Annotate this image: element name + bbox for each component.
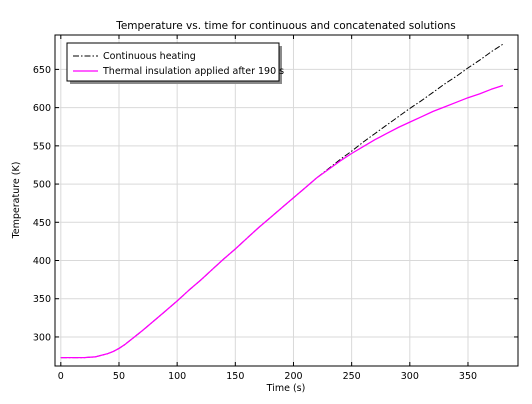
x-tick-label: 300 — [401, 371, 419, 382]
legend-label-thermal-insulation: Thermal insulation applied after 190 s — [102, 66, 284, 77]
y-tick-label: 300 — [33, 332, 51, 343]
x-tick-label: 200 — [284, 371, 302, 382]
y-tick-label: 400 — [33, 256, 51, 267]
y-tick-label: 650 — [33, 65, 51, 76]
x-tick-label: 0 — [58, 371, 64, 382]
grid-lines — [55, 35, 518, 366]
y-tick-label: 600 — [33, 103, 51, 114]
y-tick-label: 500 — [33, 180, 51, 191]
legend-label-continuous-heating: Continuous heating — [103, 51, 196, 62]
legend: Continuous heating Thermal insulation ap… — [66, 42, 284, 84]
y-tick-label: 550 — [33, 141, 51, 152]
y-tick-label: 350 — [33, 294, 51, 305]
chart-title: Temperature vs. time for continuous and … — [115, 20, 456, 32]
legend-box — [66, 42, 280, 82]
plot-frame — [54, 34, 519, 367]
y-tick-label: 450 — [33, 218, 51, 229]
axis-ticks: 0 50 100 150 200 250 300 350 300 350 400 450 500 550 6… — [33, 35, 518, 382]
plot-area — [55, 35, 518, 366]
x-tick-label: 100 — [168, 371, 186, 382]
y-axis-label: Temperature (K) — [11, 162, 22, 240]
series-layer — [60, 43, 504, 359]
series-line-thermal-insulation — [60, 84, 504, 359]
x-tick-label: 150 — [226, 371, 244, 382]
x-tick-label: 50 — [113, 371, 125, 382]
x-tick-label: 350 — [459, 371, 477, 382]
x-axis-label: Time (s) — [266, 383, 306, 394]
x-tick-label: 250 — [343, 371, 361, 382]
